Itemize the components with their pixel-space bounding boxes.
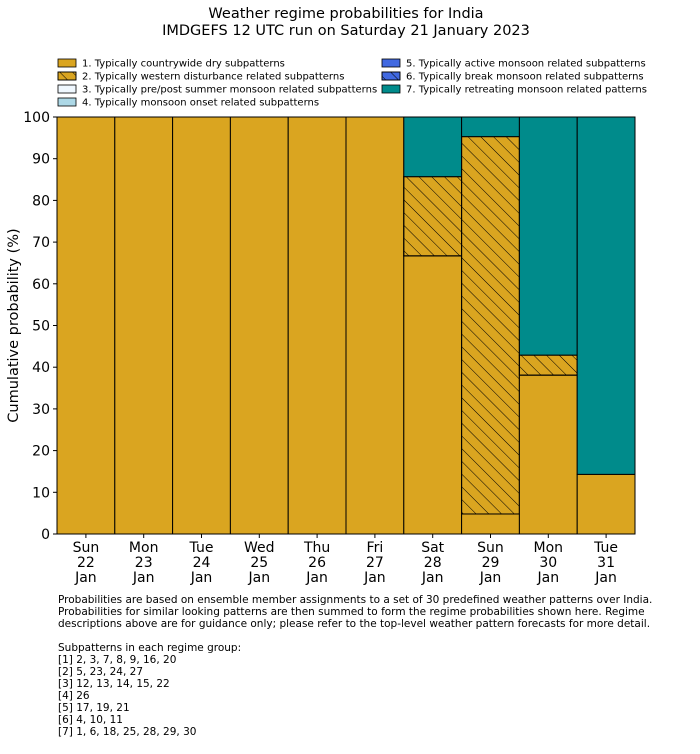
legend-swatch-hatch xyxy=(381,71,401,81)
legend: 1. Typically countrywide dry subpatterns… xyxy=(57,58,647,109)
x-tick-label: 31 xyxy=(597,555,615,571)
notes-block: Probabilities are based on ensemble memb… xyxy=(58,594,688,738)
subpattern-line: [5] 17, 19, 21 xyxy=(58,702,130,714)
bar-segment-hatch xyxy=(403,176,463,257)
legend-swatch xyxy=(381,84,401,94)
x-tick-label: Sun xyxy=(73,540,100,556)
plot-frame xyxy=(56,116,636,535)
x-tick-label: Mon xyxy=(129,540,159,556)
x-tick-label: Tue xyxy=(189,540,214,556)
legend-label: 3. Typically pre/post summer monsoon rel… xyxy=(82,85,377,96)
note-line: descriptions above are for guidance only… xyxy=(58,618,651,630)
y-tick-label: 10 xyxy=(32,485,50,501)
y-tick-label: 100 xyxy=(23,110,50,126)
bar-segment xyxy=(56,116,116,535)
x-tick-label: Tue xyxy=(593,540,618,556)
y-tick-label: 80 xyxy=(32,193,50,209)
x-axis: Sun22JanMon23JanTue24JanWed25JanThu26Jan… xyxy=(73,534,618,586)
y-tick-label: 40 xyxy=(32,360,50,376)
x-tick-label: 30 xyxy=(539,555,557,571)
y-tick-label: 20 xyxy=(32,444,50,460)
note-line: Probabilities for similar looking patter… xyxy=(58,606,645,618)
bar-segment-hatch xyxy=(461,136,520,515)
x-tick-label: Jan xyxy=(421,570,444,586)
bar-segment xyxy=(287,116,347,535)
legend-swatch xyxy=(57,58,77,68)
y-axis-label: Cumulative probability (%) xyxy=(6,228,22,422)
y-tick-label: 30 xyxy=(32,402,50,418)
subpattern-line: [6] 4, 10, 11 xyxy=(58,714,123,726)
x-tick-label: Jan xyxy=(74,570,97,586)
x-tick-label: Sat xyxy=(421,540,444,556)
note-line: Probabilities are based on ensemble memb… xyxy=(58,594,653,606)
y-axis: 0 10 20 30 40 50 60 70 80 90 100 xyxy=(23,110,57,543)
legend-label: 7. Typically retreating monsoon related … xyxy=(406,85,647,96)
bar-segment xyxy=(461,513,520,535)
subpattern-line: [7] 1, 6, 18, 25, 28, 29, 30 xyxy=(58,726,197,738)
x-tick-label: Jan xyxy=(537,570,560,586)
bar-segment xyxy=(461,116,520,138)
bar-segment-hatch xyxy=(518,354,578,376)
x-tick-label: Jan xyxy=(363,570,386,586)
y-tick-label: 0 xyxy=(41,527,50,543)
legend-swatch xyxy=(381,58,401,68)
legend-swatch-hatch xyxy=(57,71,77,81)
subpattern-line: [4] 26 xyxy=(58,690,90,702)
bar-segment xyxy=(114,116,174,535)
x-tick-label: 24 xyxy=(193,555,211,571)
x-tick-label: Fri xyxy=(367,540,384,556)
legend-label: 4. Typically monsoon onset related subpa… xyxy=(82,98,319,109)
subpattern-line: [1] 2, 3, 7, 8, 9, 16, 20 xyxy=(58,654,177,666)
x-tick-label: 28 xyxy=(424,555,442,571)
subpattern-line: [2] 5, 23, 24, 27 xyxy=(58,666,143,678)
legend-swatch xyxy=(57,84,77,94)
bar-segment xyxy=(518,116,578,356)
x-tick-label: 23 xyxy=(135,555,153,571)
legend-label: 6. Typically break monsoon related subpa… xyxy=(406,72,644,83)
legend-label: 1. Typically countrywide dry subpatterns xyxy=(82,59,285,70)
x-tick-label: Jan xyxy=(190,570,213,586)
bar-segment xyxy=(403,116,463,178)
legend-label: 2. Typically western disturbance related… xyxy=(82,72,344,83)
x-tick-label: 25 xyxy=(250,555,268,571)
chart-title-line1: Weather regime probabilities for India xyxy=(208,6,483,22)
x-tick-label: Sun xyxy=(477,540,504,556)
x-tick-label: 27 xyxy=(366,555,384,571)
subpatterns-header: Subpatterns in each regime group: xyxy=(58,642,242,654)
subpattern-line: [3] 12, 13, 14, 15, 22 xyxy=(58,678,170,690)
bar-segment xyxy=(229,116,289,535)
bars xyxy=(56,116,636,535)
bar-segment xyxy=(576,473,636,535)
legend-label: 5. Typically active monsoon related subp… xyxy=(406,59,646,70)
x-tick-label: Thu xyxy=(303,540,330,556)
x-tick-label: Wed xyxy=(244,540,275,556)
x-tick-label: 29 xyxy=(482,555,500,571)
y-tick-label: 90 xyxy=(32,152,50,168)
bar-segment xyxy=(345,116,405,535)
chart-title-line2: IMDGEFS 12 UTC run on Saturday 21 Januar… xyxy=(162,23,530,39)
x-tick-label: Jan xyxy=(305,570,328,586)
x-tick-label: Jan xyxy=(132,570,155,586)
bar-segment xyxy=(576,116,636,475)
regime-chart: Weather regime probabilities for India I… xyxy=(6,6,647,586)
legend-swatch xyxy=(57,97,77,107)
x-tick-label: 22 xyxy=(77,555,95,571)
x-tick-label: Jan xyxy=(594,570,617,586)
y-tick-label: 50 xyxy=(32,319,50,335)
x-tick-label: Jan xyxy=(248,570,271,586)
x-tick-label: Jan xyxy=(479,570,502,586)
y-tick-label: 60 xyxy=(32,277,50,293)
bar-segment xyxy=(172,116,231,535)
x-tick-label: 26 xyxy=(308,555,326,571)
x-tick-label: Mon xyxy=(534,540,564,556)
bar-segment xyxy=(403,255,463,535)
y-tick-label: 70 xyxy=(32,235,50,251)
bar-segment xyxy=(518,374,578,535)
